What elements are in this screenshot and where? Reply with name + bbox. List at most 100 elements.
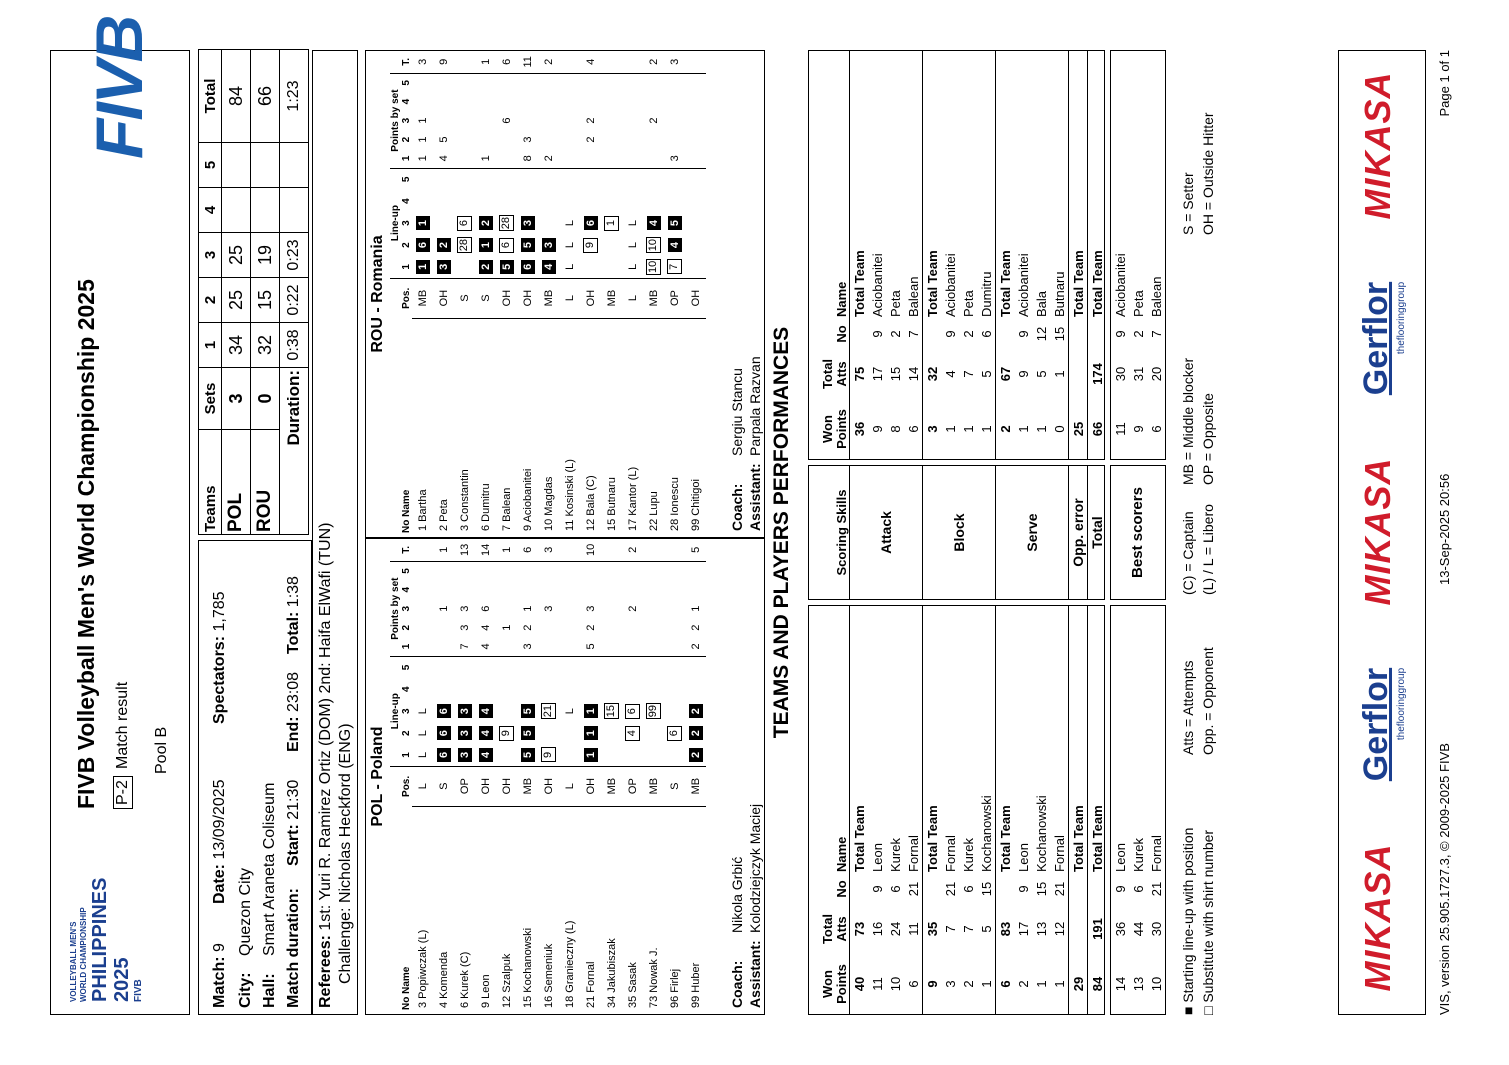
set-points: 2 (584, 624, 597, 631)
player-row: 4 Komenda S 6 6 6 1 1 (433, 539, 454, 1014)
shirt-number: 9 (1112, 885, 1128, 893)
position: OH (433, 278, 454, 319)
lineup-cell (601, 190, 622, 212)
starter: 1 (583, 704, 598, 719)
header-row: Teams Sets 1 2 3 4 5 Total (198, 49, 222, 535)
score-cell (221, 187, 251, 233)
player-name: Butnaru (1051, 271, 1067, 317)
position: S (433, 766, 454, 807)
lineup-cell: L (416, 708, 429, 715)
set-number: 5 (401, 176, 412, 183)
starter: 6 (583, 216, 598, 231)
footer-version: VIS, version 25.905.1727.3, © 2009-2025 … (1437, 743, 1452, 1015)
group-label: Line-up (390, 656, 401, 767)
set-points (538, 92, 559, 111)
group-row: Line-up Points by set (390, 539, 401, 1014)
lineup-cell (622, 190, 643, 212)
lineup-cell (496, 700, 517, 722)
player-name: 1 Bartha (416, 489, 429, 531)
lineup-cell (601, 744, 622, 767)
lineup-cell: 6 (622, 700, 643, 722)
player-name: Total Team (1089, 250, 1105, 317)
stat-row: 6 14 7 Balean (904, 51, 923, 459)
lineup-cell (685, 190, 706, 212)
duration (279, 187, 309, 233)
stat-row: 40 73 Total Team (850, 606, 869, 1014)
lineup-cell (538, 168, 559, 190)
total-points (643, 539, 664, 562)
lineup-cell: 6 (433, 744, 454, 767)
label: Spectators: (211, 635, 228, 724)
header-cell: 3 (198, 232, 222, 278)
set-points (601, 92, 622, 111)
player-row: 15 Kochanowski MB 5 5 5 3 2 1 6 (517, 539, 538, 1014)
set-points (622, 73, 643, 92)
total-points (664, 539, 685, 562)
player-row: 12 Szalpuk OH 9 1 1 (496, 539, 517, 1014)
won-points: 9 (924, 980, 940, 988)
set-points (664, 111, 685, 130)
group-row: Line-up Points by set (390, 51, 401, 537)
shirt-number: 12 (1033, 326, 1049, 342)
lineup-cell (496, 678, 517, 700)
won-points: 1 (960, 425, 976, 433)
lineup-cell (475, 656, 496, 678)
lineup-cell (538, 212, 559, 234)
total-atts: 191 (1089, 918, 1105, 940)
lineup-cell (538, 722, 559, 744)
set-points: 4 (475, 637, 496, 657)
lineup-cell: L (563, 220, 576, 227)
stat-row: 10 30 21 Fornal (1147, 606, 1165, 1014)
lineup-cell (559, 190, 580, 212)
sponsor-logo: MIKASA (1357, 49, 1399, 242)
won-points: 8 (887, 425, 903, 433)
stat-row: 25 Total Team (1069, 51, 1088, 459)
head: Won Points Total Atts No Name (809, 51, 850, 459)
lineup-cell: 6 (517, 256, 538, 279)
lineup-cell (664, 700, 685, 722)
position: S (664, 766, 685, 807)
set-points (685, 580, 706, 599)
player-row: 16 Semeniuk OH 9 21 3 3 (538, 539, 559, 1014)
won-points: 1 (1051, 980, 1067, 988)
player-name: 22 Lupu (647, 491, 660, 531)
lineup-cell (454, 256, 475, 279)
set-points (454, 130, 475, 149)
set-points (475, 111, 496, 130)
lineup-cell (496, 744, 517, 767)
shirt-number (923, 874, 942, 904)
lineup-cell (538, 656, 559, 678)
set-points (559, 599, 580, 618)
score-cell: 25 (221, 277, 251, 323)
lineup-team: ROU - Romania Line-up Points by set No Name… (365, 50, 765, 538)
set-points (643, 149, 664, 169)
set-points (433, 618, 454, 637)
lineup-cell: 1 (580, 744, 601, 767)
lineup-cell: 6 (412, 234, 433, 256)
lineup-cell (601, 234, 622, 256)
starter: 2 (688, 726, 703, 741)
starter: 6 (436, 747, 451, 762)
total-atts: 1 (1051, 370, 1067, 378)
lineup-cell (685, 656, 706, 678)
lineup-cell (559, 722, 580, 744)
set-points: 3 (521, 136, 534, 143)
won-points: 14 (1112, 976, 1128, 992)
position: OH (580, 278, 601, 319)
header-cell: Total (198, 49, 222, 143)
lineup-cell (433, 678, 454, 700)
set-points (643, 580, 664, 599)
set-points: 7 (454, 637, 475, 657)
set-points (454, 111, 475, 130)
position: OH (580, 766, 601, 807)
player-name: 35 Sasak (626, 962, 639, 1008)
set-points (664, 580, 685, 599)
position: MB (685, 766, 706, 807)
starter: 5 (520, 747, 535, 762)
stat-row: 1 5 15 Kochanowski (977, 606, 996, 1014)
set-points (412, 580, 433, 599)
lineup-cell: 1 (601, 212, 622, 234)
set-points (685, 149, 706, 169)
player-name: 15 Kochanowski (521, 927, 534, 1008)
